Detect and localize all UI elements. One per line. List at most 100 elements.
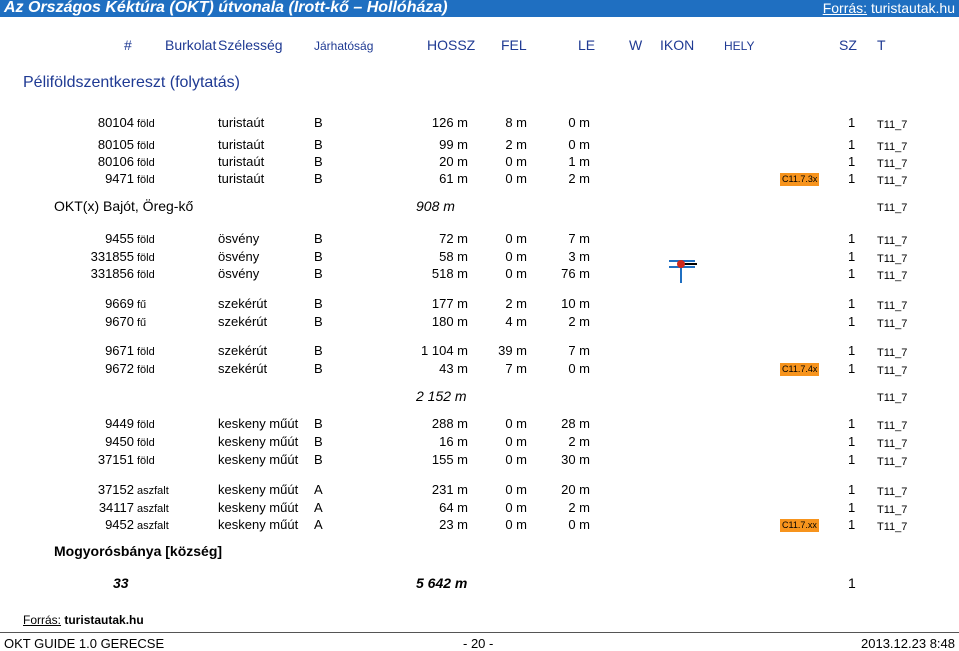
subsection-total: 908 m <box>416 198 455 214</box>
row-up: 0 m <box>505 452 527 467</box>
row-surface: aszfalt <box>137 485 169 497</box>
row-up: 7 m <box>505 361 527 376</box>
subsection-name: OKT(x) Bajót, Öreg-kő <box>54 198 194 214</box>
row-down: 1 m <box>568 154 590 169</box>
row-grade: B <box>314 249 323 264</box>
row-grade: A <box>314 500 323 515</box>
row-type: ösvény <box>218 231 260 246</box>
row-id: 34117 <box>98 500 134 515</box>
row-length: 99 m <box>439 137 468 152</box>
row-t: T11_7 <box>877 175 908 187</box>
row-length: 155 m <box>431 452 468 467</box>
row-length: 177 m <box>431 296 468 311</box>
row-length: 180 m <box>431 314 468 329</box>
row-length: 231 m <box>431 482 468 497</box>
row-surface: aszfalt <box>137 520 169 532</box>
row-sz: 1 <box>848 115 856 130</box>
trail-junction-icon <box>669 260 697 283</box>
column-header: IKON <box>660 37 695 53</box>
row-up: 0 m <box>505 517 527 532</box>
source-bottom-label: Forrás: <box>23 613 62 627</box>
row-down: 2 m <box>568 434 590 449</box>
row-down: 10 m <box>561 296 590 311</box>
row-id: 80104 <box>97 115 134 130</box>
column-header: Burkolat <box>165 37 217 53</box>
row-type: keskeny műút <box>218 416 299 431</box>
row-down: 0 m <box>568 137 590 152</box>
row-id: 9449 <box>105 416 134 431</box>
row-up: 0 m <box>505 434 527 449</box>
row-grade: B <box>314 266 323 281</box>
row-type: turistaút <box>218 154 265 169</box>
row-type: szekérút <box>218 314 268 329</box>
row-sz: 1 <box>848 361 856 376</box>
row-t: T11_7 <box>877 158 908 170</box>
row-t: T11_7 <box>877 438 908 450</box>
column-header: # <box>124 37 132 53</box>
row-grade: B <box>314 231 323 246</box>
document-title: Az Országos Kéktúra (OKT) útvonala (Írot… <box>4 0 448 16</box>
row-surface: föld <box>137 234 155 246</box>
row-id: 37152 <box>97 482 134 497</box>
row-length: 58 m <box>439 249 468 264</box>
row-sz: 1 <box>848 296 856 311</box>
source-bottom-value: turistautak.hu <box>64 613 144 627</box>
row-sz: 1 <box>848 137 856 152</box>
row-t: T11_7 <box>877 504 908 516</box>
row-surface: föld <box>137 419 155 431</box>
row-length: 16 m <box>439 434 468 449</box>
row-id: 9672 <box>105 361 134 376</box>
row-length: 61 m <box>439 171 468 186</box>
row-surface: föld <box>137 269 155 281</box>
row-sz: 1 <box>848 266 856 281</box>
row-id: 9455 <box>105 231 134 246</box>
row-down: 3 m <box>568 249 590 264</box>
row-id: 9471 <box>105 171 134 186</box>
total-sz: 1 <box>848 575 856 591</box>
row-grade: B <box>314 452 323 467</box>
row-id: 37151 <box>97 452 134 467</box>
row-type: turistaút <box>218 115 265 130</box>
footer-divider <box>0 632 959 633</box>
row-id: 9670 <box>105 314 134 329</box>
total-length: 5 642 m <box>416 575 468 591</box>
row-t: T11_7 <box>877 420 908 432</box>
row-length: 1 104 m <box>421 343 468 358</box>
column-header: T <box>877 37 886 53</box>
row-down: 0 m <box>568 115 590 130</box>
row-up: 39 m <box>498 343 527 358</box>
column-header: SZ <box>839 37 857 53</box>
row-up: 0 m <box>505 482 527 497</box>
subsection-t: T11_7 <box>877 392 908 404</box>
row-length: 518 m <box>431 266 468 281</box>
row-grade: B <box>314 416 323 431</box>
row-grade: A <box>314 517 323 532</box>
row-up: 0 m <box>505 231 527 246</box>
row-sz: 1 <box>848 416 856 431</box>
row-grade: B <box>314 314 323 329</box>
row-id: 9452 <box>105 517 134 532</box>
column-header: LE <box>578 37 596 53</box>
row-t: T11_7 <box>877 486 908 498</box>
total-count: 33 <box>113 575 129 591</box>
row-sz: 1 <box>848 171 856 186</box>
row-sz: 1 <box>848 249 856 264</box>
row-down: 20 m <box>561 482 590 497</box>
row-type: keskeny műút <box>218 500 299 515</box>
end-place: Mogyorósbánya [község] <box>54 543 223 559</box>
row-grade: B <box>314 115 323 130</box>
row-id: 80106 <box>97 154 134 169</box>
row-surface: föld <box>137 118 155 130</box>
row-down: 76 m <box>561 266 590 281</box>
footer-left: OKT GUIDE 1.0 GERECSE <box>4 636 165 651</box>
row-up: 0 m <box>505 249 527 264</box>
row-length: 126 m <box>431 115 468 130</box>
row-grade: B <box>314 137 323 152</box>
footer-center: - 20 - <box>463 636 494 651</box>
code-badge: C11.7.3x <box>780 173 820 186</box>
row-grade: B <box>314 434 323 449</box>
row-surface: föld <box>137 455 155 467</box>
title-bar: Az Országos Kéktúra (OKT) útvonala (Írot… <box>0 0 959 17</box>
row-down: 7 m <box>568 231 590 246</box>
row-t: T11_7 <box>877 521 908 533</box>
